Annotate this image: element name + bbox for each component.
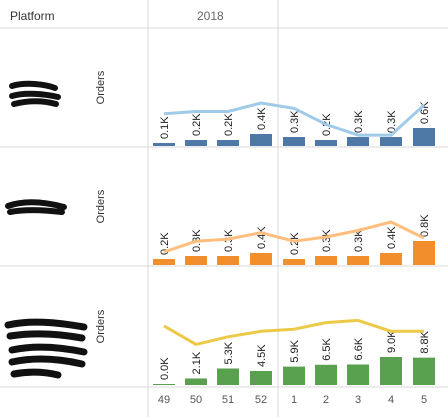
row-1-data-label-2: 0.2K xyxy=(191,113,203,136)
row-1-data-label-1: 0.1K xyxy=(159,116,171,139)
row-3-data-label-7: 6.6K xyxy=(353,337,365,360)
row-2-bar-5 xyxy=(283,259,305,265)
row-2-bar-1 xyxy=(153,259,175,265)
row-3-data-label-1: 0.0K xyxy=(159,357,171,380)
row-3-data-label-5: 5.9K xyxy=(289,339,301,362)
row-2-bar-6 xyxy=(315,256,337,265)
row-2-data-label-6: 0.3K xyxy=(321,229,333,252)
row-2-data-label-9: 0.8K xyxy=(419,214,431,237)
row-1-trend-line xyxy=(163,101,426,137)
row-3-bar-8 xyxy=(380,357,402,385)
row-3-bar-1 xyxy=(153,384,175,385)
x-tick-4: 4 xyxy=(388,394,394,406)
platform-label-1-scribble xyxy=(9,80,61,107)
row-1-bar-7 xyxy=(347,137,369,146)
row-3-bar-9 xyxy=(413,357,435,385)
row-1-bar-8 xyxy=(380,137,402,146)
row-3-data-label-9: 8.8K xyxy=(419,330,431,353)
row-1-bar-4 xyxy=(250,134,272,146)
row-2-bar-7 xyxy=(347,256,369,265)
row-3-data-label-2: 2.1K xyxy=(191,351,203,374)
x-tick-51: 51 xyxy=(222,394,234,406)
row-2-trend-line xyxy=(163,220,425,254)
row-2-ylabel: Orders xyxy=(95,189,107,223)
row-2-bar-3 xyxy=(217,256,239,265)
row-1-data-label-9: 0.6K xyxy=(419,101,431,124)
x-tick-50: 50 xyxy=(190,394,202,406)
row-2-bar-8 xyxy=(380,253,402,265)
x-tick-49: 49 xyxy=(158,394,170,406)
row-1-bar-1 xyxy=(153,143,175,146)
row-2-bar-4 xyxy=(250,253,272,265)
row-1-data-label-5: 0.3K xyxy=(289,110,301,133)
x-tick-3: 3 xyxy=(355,394,361,406)
row-2-data-label-5: 0.2K xyxy=(289,232,301,255)
row-1-bar-5 xyxy=(283,137,305,146)
row-3-data-label-6: 6.5K xyxy=(321,337,333,360)
row-1-data-label-8: 0.3K xyxy=(386,110,398,133)
row-3-bar-3 xyxy=(217,368,239,385)
platform-header-label: Platform xyxy=(10,9,55,23)
row-3-bar-6 xyxy=(315,364,337,385)
row-3-data-label-4: 4.5K xyxy=(256,344,268,367)
row-1-data-label-4: 0.4K xyxy=(256,107,268,130)
row-3-bar-5 xyxy=(283,366,305,385)
row-2-bar-2 xyxy=(185,256,207,265)
row-1-bar-6 xyxy=(315,140,337,146)
row-3-bar-4 xyxy=(250,371,272,385)
row-1-ylabel: Orders xyxy=(95,70,107,104)
row-3-data-label-8: 9.0K xyxy=(386,330,398,353)
row-3-bar-7 xyxy=(347,364,369,385)
x-tick-1: 1 xyxy=(291,394,297,406)
x-tick-5: 5 xyxy=(421,394,427,406)
row-1-data-label-7: 0.3K xyxy=(353,110,365,133)
row-3-data-label-3: 5.3K xyxy=(223,341,235,364)
row-1-data-label-3: 0.2K xyxy=(223,113,235,136)
row-2-data-label-4: 0.4K xyxy=(256,226,268,249)
row-2-data-label-7: 0.3K xyxy=(353,229,365,252)
row-2-data-label-8: 0.4K xyxy=(386,226,398,249)
year-header-label: 2018 xyxy=(197,9,224,23)
platform-label-2-scribble xyxy=(5,199,67,215)
x-tick-2: 2 xyxy=(323,394,329,406)
row-3-trend-line xyxy=(163,318,424,346)
row-1-bar-9 xyxy=(413,128,435,146)
row-2-bar-9 xyxy=(413,241,435,265)
row-3-ylabel: Orders xyxy=(95,309,107,343)
row-1-bar-2 xyxy=(185,140,207,146)
platform-labels-redacted xyxy=(4,80,88,379)
row-3-bar-2 xyxy=(185,378,207,385)
chart-marks: Orders 0.1K 0.2K 0.2K 0.4K 0.3K 0.2K 0.3K 0.3K 0.… xyxy=(95,70,435,406)
x-tick-52: 52 xyxy=(255,394,267,406)
row-1-bar-3 xyxy=(217,140,239,146)
platform-label-3-scribble xyxy=(4,318,88,379)
